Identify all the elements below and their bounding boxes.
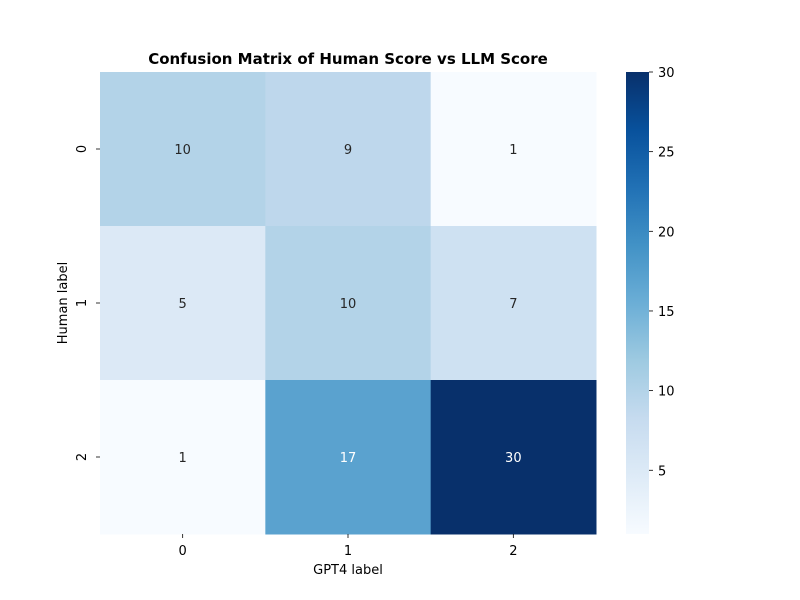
x-axis-ticks: 0 1 2 [179,534,517,559]
colorbar-tick-label-3: 20 [658,225,675,240]
y-axis-label: Human label [56,262,71,344]
chart-title: Confusion Matrix of Human Score vs LLM S… [148,50,548,68]
cell-value-r0-c1: 9 [344,143,352,158]
heatmap-cell-r1-c0 [100,226,266,381]
cell-value-r2-c0: 1 [179,451,187,466]
heatmap-cell-r2-c2 [430,380,597,535]
x-tick-label-0: 0 [179,544,187,559]
y-tick-label-2: 2 [75,453,90,461]
heatmap-cell-r1-c2 [430,226,597,381]
colorbar-tick-label-1: 10 [658,385,675,400]
x-tick-label-1: 1 [344,544,352,559]
heatmap-cells [100,72,597,535]
colorbar-tick-label-5: 30 [658,66,675,81]
heatmap-cell-r0-c1 [265,72,432,227]
x-axis-label: GPT4 label [313,563,383,578]
cell-value-r2-c2: 30 [505,451,522,466]
heatmap-cell-r2-c0 [100,380,266,535]
heatmap-cell-r0-c2 [430,72,597,227]
colorbar-tick-label-0: 5 [658,464,666,479]
y-tick-label-0: 0 [75,145,90,153]
x-tick-label-2: 2 [509,544,517,559]
colorbar-tick-label-2: 15 [658,305,675,320]
cell-value-r2-c1: 17 [340,451,357,466]
colorbar-ticks: 5 10 15 20 25 30 [649,66,675,479]
cell-value-r0-c0: 10 [174,143,191,158]
heatmap-cell-r2-c1 [265,380,432,535]
y-axis-ticks: 0 1 2 [75,145,100,461]
cell-value-r1-c0: 5 [179,297,187,312]
heatmap-cell-r0-c0 [100,72,266,227]
colorbar-tick-label-4: 25 [658,146,675,161]
y-tick-label-1: 1 [75,299,90,307]
cell-value-r0-c2: 1 [509,143,517,158]
cell-value-r1-c1: 10 [340,297,357,312]
colorbar [626,72,649,534]
heatmap-cell-labels: 10 9 1 5 10 7 1 17 30 [174,143,521,466]
heatmap-cell-r1-c1 [265,226,432,381]
cell-value-r1-c2: 7 [509,297,517,312]
